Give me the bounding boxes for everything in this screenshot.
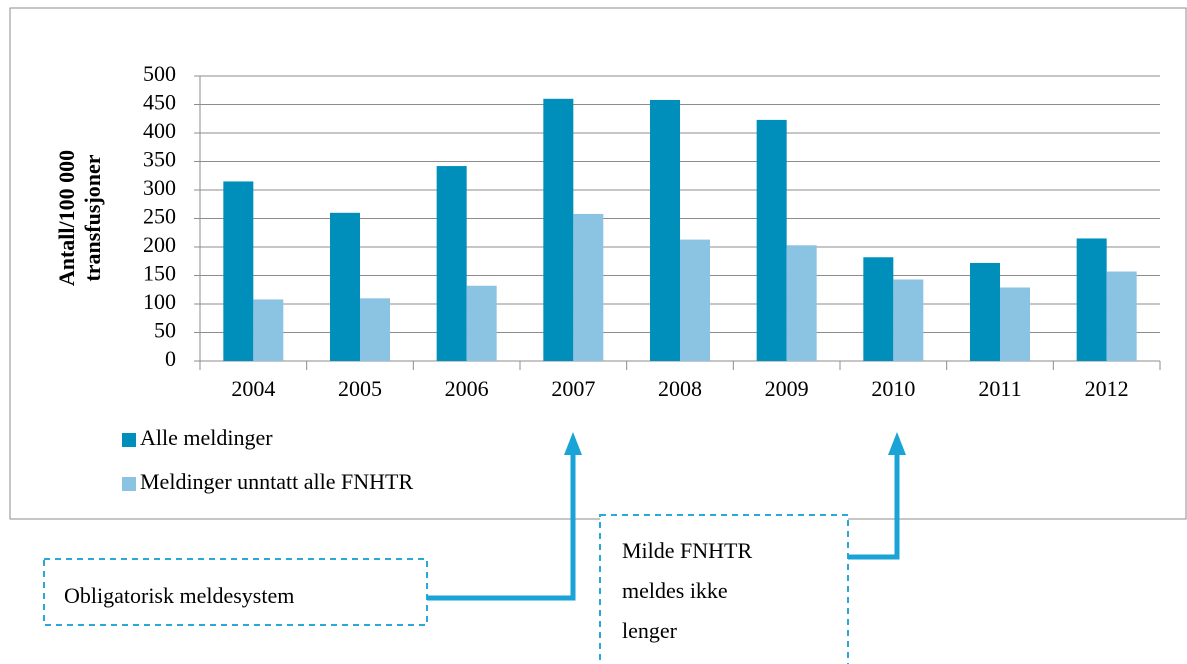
x-tick-label: 2010 [871, 376, 915, 401]
bar [786, 245, 817, 361]
x-tick-label: 2006 [445, 376, 489, 401]
bar [253, 299, 284, 361]
legend-label: Meldinger unntatt alle FNHTR [140, 469, 413, 494]
x-tick-label: 2012 [1085, 376, 1129, 401]
y-tick-label: 100 [143, 289, 176, 314]
y-axis-label-line: Antall/100 000 [54, 150, 79, 286]
annotation-box [599, 514, 849, 664]
bar [970, 262, 1000, 361]
legend-label: Alle meldinger [140, 425, 273, 450]
annotation-text: lenger [622, 618, 678, 643]
x-tick-label: 2009 [765, 376, 809, 401]
y-tick-label: 200 [143, 232, 176, 257]
bar [893, 279, 924, 361]
bar [466, 285, 497, 361]
y-tick-label: 350 [143, 147, 176, 172]
y-axis-label: Antall/100 000transfusjoner [54, 150, 105, 286]
legend-swatch [122, 433, 136, 447]
bar [650, 99, 680, 361]
legend-swatch [122, 477, 136, 491]
bar [756, 119, 787, 361]
annotation-arrowhead [564, 432, 582, 455]
bar [223, 181, 254, 361]
x-tick-label: 2005 [338, 376, 382, 401]
bar [436, 166, 467, 361]
y-tick-label: 400 [143, 118, 176, 143]
annotation-arrowhead [888, 432, 906, 455]
x-tick-label: 2011 [978, 376, 1021, 401]
x-tick-label: 2008 [658, 376, 702, 401]
annotation-text: Obligatorisk meldesystem [64, 583, 294, 608]
bar [1000, 287, 1030, 361]
bar [680, 239, 710, 361]
bar [1106, 271, 1137, 361]
annotation-arrow [427, 452, 576, 601]
y-tick-label: 450 [143, 90, 176, 115]
bar [1076, 238, 1107, 361]
bar [863, 257, 894, 361]
y-tick-label: 250 [143, 204, 176, 229]
annotation-text: Milde FNHTR [622, 538, 753, 563]
bar [543, 98, 574, 362]
y-tick-label: 50 [154, 318, 176, 343]
annotation-text: meldes ikke [622, 578, 728, 603]
y-tick-label: 150 [143, 261, 176, 286]
y-tick-label: 500 [143, 61, 176, 86]
x-tick-label: 2007 [551, 376, 595, 401]
bar [360, 298, 390, 361]
bar [573, 213, 604, 361]
x-tick-label: 2004 [231, 376, 275, 401]
bar [330, 212, 360, 361]
annotation-arrow [848, 452, 900, 560]
y-axis-label-line: transfusjoner [80, 154, 105, 281]
annotation-box [43, 558, 428, 626]
y-tick-label: 0 [165, 346, 176, 371]
y-tick-label: 300 [143, 175, 176, 200]
